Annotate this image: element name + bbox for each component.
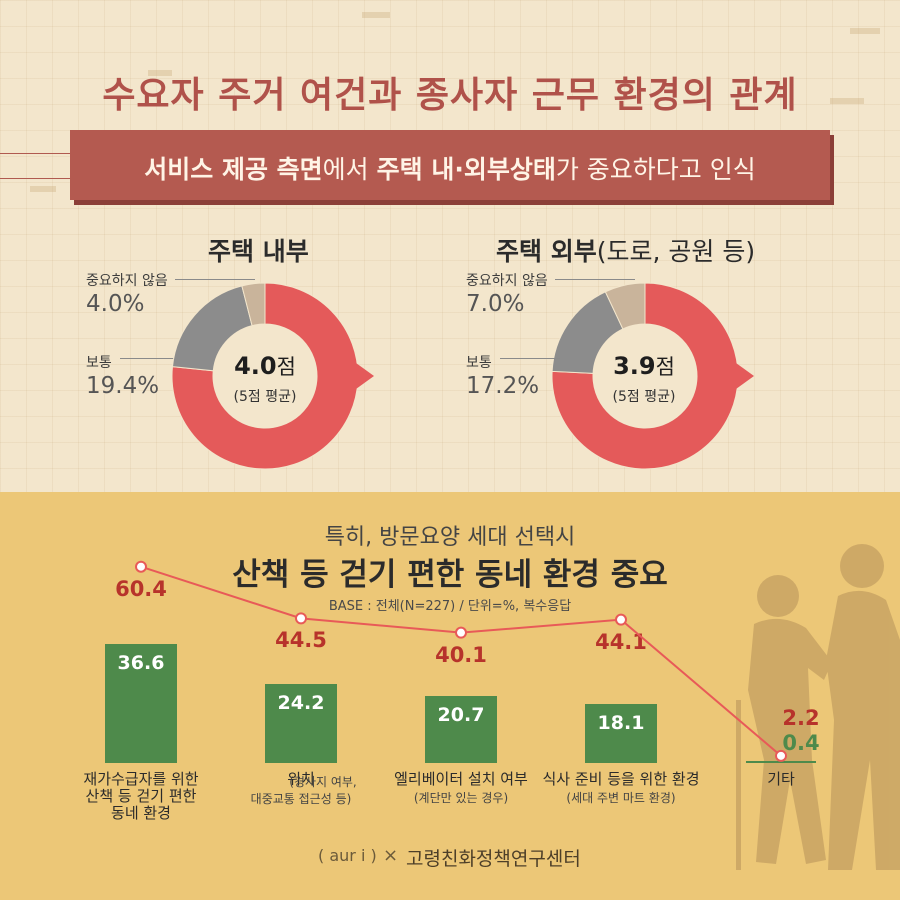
line-point [455, 626, 467, 639]
ribbon-text: 서비스 제공 측면에서 주택 내·외부상태가 중요하다고 인식 [70, 150, 830, 186]
category-label: 위치 [287, 770, 315, 788]
footer-cross: × [383, 845, 399, 866]
decor-bar [850, 28, 880, 34]
score-unit: 점 [655, 355, 675, 379]
line-point [135, 560, 147, 573]
donut-title-paren: (도로, 공원 등) [596, 237, 756, 266]
bar [746, 761, 816, 763]
ribbon-bold-1: 서비스 제공 측면 [144, 155, 323, 184]
main-title: 수요자 주거 여건과 종사자 근무 환경의 관계 [102, 75, 798, 116]
line-value-label: 60.4 [115, 576, 167, 601]
ribbon-bold-2: 주택 내·외부상태 [376, 155, 556, 184]
line-point [775, 749, 787, 762]
ribbon-connector-line [0, 178, 78, 179]
donut-title-interior: 주택 내부 [208, 232, 309, 268]
donut-score-note-interior: (5점 평균) [233, 389, 297, 405]
decor-bar [830, 98, 864, 104]
decor-bar [30, 186, 56, 192]
bar-value-label: 20.7 [437, 703, 485, 726]
line-series [140, 565, 782, 757]
category-sub-label: 대중교통 접근성 등) [250, 792, 352, 806]
category-sub-label: (경사지 여부, [289, 775, 357, 789]
bar [105, 644, 177, 763]
bar [265, 684, 337, 763]
bar-value-label: 24.2 [277, 692, 325, 715]
line-point [295, 612, 307, 625]
headline-ribbon: 서비스 제공 측면에서 주택 내·외부상태가 중요하다고 인식 [70, 130, 830, 200]
slice-label-not-important: 중요하지 않음 [86, 273, 168, 289]
donut-score-note-exterior: (5점 평균) [612, 389, 676, 405]
bar [585, 704, 657, 763]
bar-value-label: 18.1 [597, 712, 645, 735]
donut-chart-exterior [551, 282, 754, 470]
line-value-label: 44.5 [275, 628, 327, 653]
leader-line [500, 358, 560, 359]
category-label: 동네 환경 [111, 804, 171, 822]
slice-label-not-important: 중요하지 않음 [466, 273, 548, 289]
slice-value-normal: 17.2% [466, 373, 540, 399]
donut-score-interior: 4.0점 [205, 351, 325, 381]
donut-title-text: 주택 내부 [208, 237, 309, 266]
slice-value-not-important: 4.0% [86, 291, 145, 317]
leader-line [175, 279, 255, 280]
line-point [615, 613, 627, 626]
category-label: 재가수급자를 위한 [83, 770, 199, 788]
top-background [0, 0, 900, 492]
donut-pointer [356, 363, 374, 389]
category-label: 기타 [767, 770, 795, 788]
leader-line [120, 358, 180, 359]
ribbon-normal-1: 에서 [322, 155, 377, 184]
leader-line [555, 279, 635, 280]
base-note: BASE : 전체(N=227) / 단위=%, 복수응답 [328, 599, 572, 614]
ribbon-connector-line [0, 153, 78, 154]
donut-chart-interior [171, 282, 374, 470]
score-unit: 점 [276, 355, 296, 379]
donut-title-text: 주택 외부 [496, 237, 597, 266]
category-sub-label: (계단만 있는 경우) [413, 791, 509, 805]
donut-title-exterior: 주택 외부(도로, 공원 등) [496, 232, 755, 268]
auri-logo: ( aur i ) [318, 846, 377, 865]
donut-center-hole [593, 324, 697, 428]
donut-score-exterior: 3.9점 [584, 351, 704, 381]
category-label: 식사 준비 등을 위한 환경 [542, 770, 700, 788]
category-label: 산책 등 걷기 편한 [85, 787, 197, 805]
bar-value-label: 0.4 [782, 731, 820, 755]
ribbon-normal-2: 가 중요하다고 인식 [555, 155, 756, 184]
slice-value-normal: 19.4% [86, 373, 160, 399]
line-value-label: 40.1 [435, 642, 487, 667]
score-value: 3.9 [613, 352, 656, 380]
section-heading: 산책 등 걷기 편한 동네 환경 중요 [232, 557, 668, 593]
slice-label-normal: 보통 [86, 355, 112, 371]
bar-value-label: 36.6 [117, 652, 165, 675]
sub-heading: 특히, 방문요양 세대 선택시 [324, 525, 576, 550]
footer-org-name: 고령친화정책연구센터 [406, 848, 581, 870]
bar [425, 695, 497, 763]
donut-center-hole [213, 324, 317, 428]
decor-bar [362, 12, 390, 18]
decor-bar [148, 70, 172, 76]
line-value-label: 2.2 [782, 706, 820, 730]
slice-value-not-important: 7.0% [466, 291, 525, 317]
donut-pointer [736, 363, 754, 389]
score-value: 4.0 [234, 352, 277, 380]
slice-label-normal: 보통 [466, 355, 492, 371]
category-label: 엘리베이터 설치 여부 [394, 770, 528, 788]
category-sub-label: (세대 주변 마트 환경) [566, 791, 676, 805]
